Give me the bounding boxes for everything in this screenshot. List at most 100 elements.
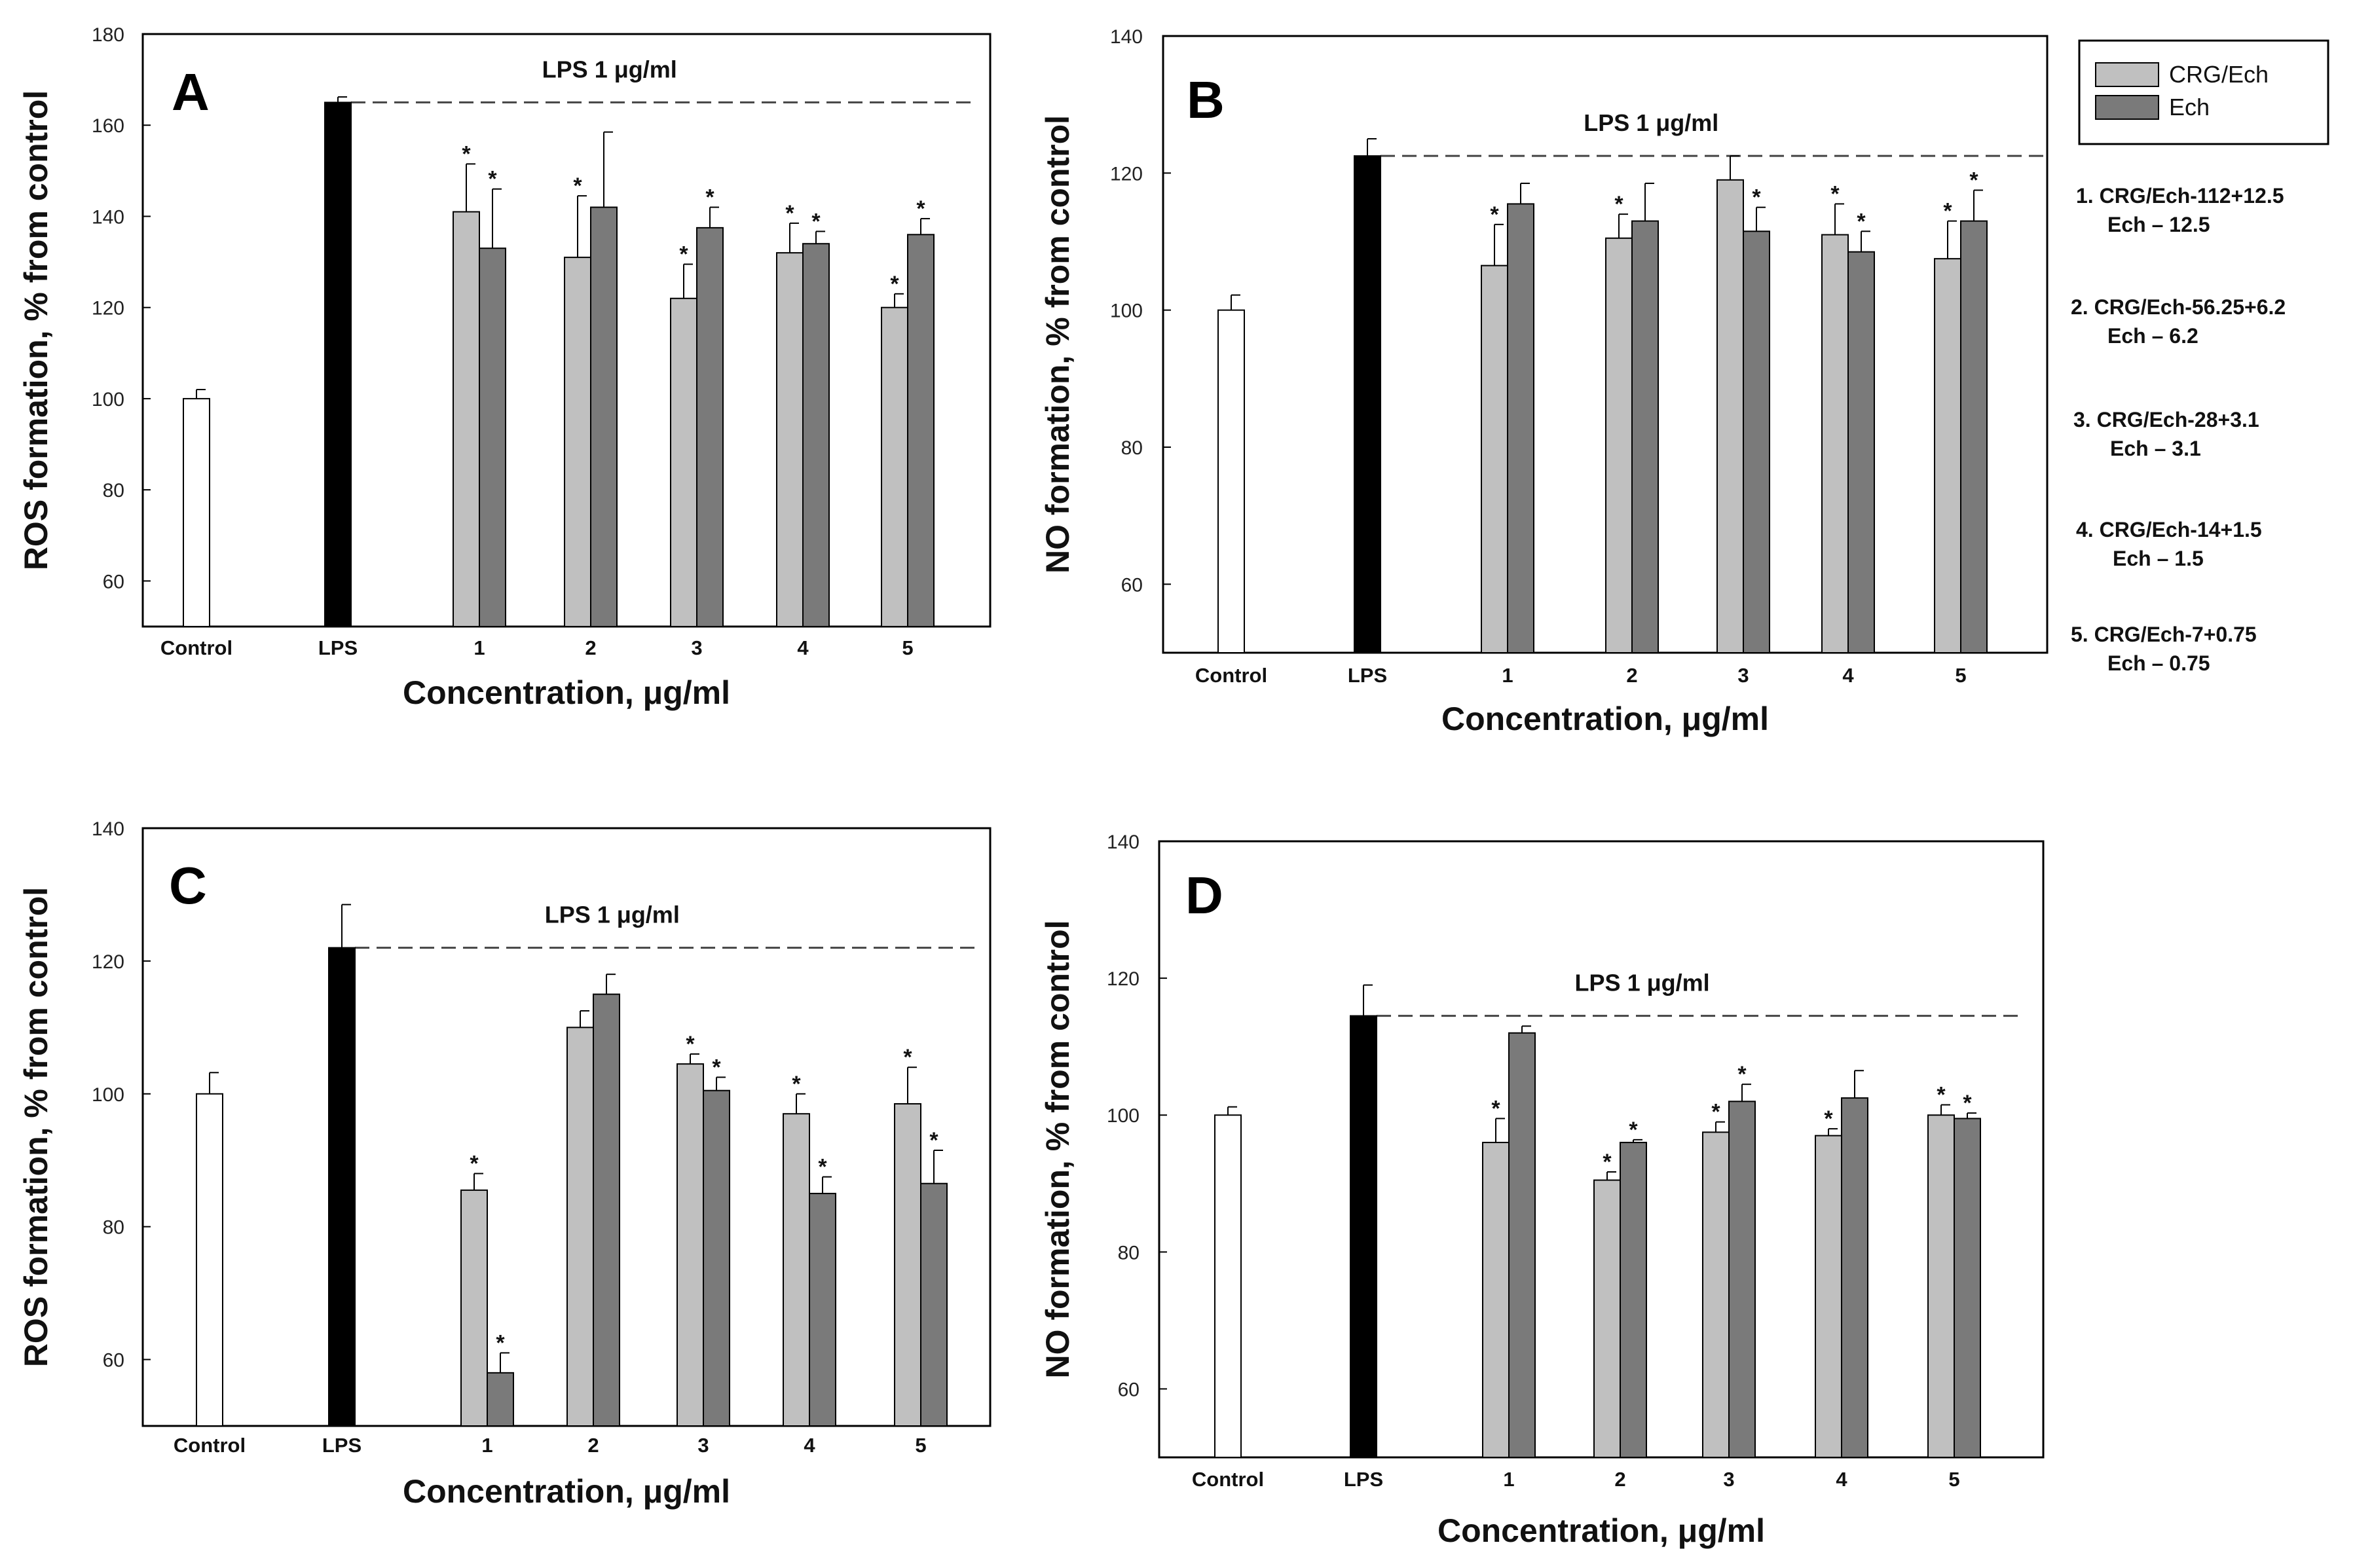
bar-ech-a-3 xyxy=(696,227,724,628)
panel-a: 60 80 100 120 140 160 180 ROS formation, % from… xyxy=(18,24,992,711)
x-label-control-d: Control xyxy=(1192,1468,1264,1491)
y-tick-label-c-4: 140 xyxy=(92,818,124,840)
sig-star-ech-c-3: * xyxy=(712,1055,721,1080)
y-tick-label-c-2: 100 xyxy=(92,1084,124,1106)
bar-ech-a-1 xyxy=(479,247,506,627)
y-tick-label-b-4: 140 xyxy=(1110,26,1143,48)
x-label-d-2: 2 xyxy=(1614,1468,1625,1491)
sig-star-ech-d-5: * xyxy=(1963,1091,1972,1116)
sig-star-ech-a-1: * xyxy=(488,167,497,192)
note-5-line1: 5. CRG/Ech-7+0.75 xyxy=(2071,623,2257,646)
y-axis-title-a: ROS formation, % from control xyxy=(18,90,54,570)
x-label-b-4: 4 xyxy=(1842,664,1854,687)
lps-reference-label-b: LPS 1 μg/ml xyxy=(1584,109,1718,136)
sig-star-crg-a-4: * xyxy=(785,201,794,226)
sig-star-ech-d-3: * xyxy=(1737,1062,1747,1087)
x-axis-title-b: Concentration, μg/ml xyxy=(1441,701,1769,737)
bar-crg-a-5 xyxy=(881,306,908,627)
bar-crg-b-4 xyxy=(1821,234,1849,653)
y-tick-label-a-1: 80 xyxy=(103,480,124,501)
bar-ech-c-3 xyxy=(703,1089,730,1427)
sig-star-crg-b-1: * xyxy=(1490,202,1499,227)
bar-ech-c-2 xyxy=(593,993,620,1427)
x-label-c-4: 4 xyxy=(804,1434,815,1457)
x-label-d-1: 1 xyxy=(1503,1468,1514,1491)
bar-crg-a-4 xyxy=(776,252,804,627)
bar-ech-d-2 xyxy=(1620,1142,1647,1458)
y-tick-label-c-3: 120 xyxy=(92,951,124,973)
x-label-lps-d: LPS xyxy=(1344,1468,1383,1491)
x-label-control-a: Control xyxy=(160,636,232,659)
sig-star-crg-c-4: * xyxy=(792,1072,801,1097)
sig-star-ech-c-1: * xyxy=(496,1330,505,1355)
y-tick-label-a-3: 120 xyxy=(92,298,124,319)
y-tick-label-c-1: 80 xyxy=(103,1217,124,1239)
sig-star-ech-b-4: * xyxy=(1857,209,1866,234)
legend-label-crg: CRG/Ech xyxy=(2169,61,2269,88)
x-axis-title-a: Concentration, μg/ml xyxy=(403,674,730,711)
sig-star-crg-c-3: * xyxy=(686,1032,695,1057)
y-tick-label-b-3: 120 xyxy=(1110,163,1143,185)
sig-star-ech-a-3: * xyxy=(705,185,714,210)
y-axis-title-d: NO formation, % from control xyxy=(1039,921,1076,1379)
bar-lps-b xyxy=(1354,155,1381,653)
bar-ech-a-2 xyxy=(590,206,618,627)
sig-star-crg-d-1: * xyxy=(1491,1096,1500,1121)
x-label-b-5: 5 xyxy=(1955,664,1966,687)
legend-swatch-ech xyxy=(2095,95,2159,120)
concentration-notes: 1. CRG/Ech-112+12.5 Ech – 12.5 2. CRG/Ec… xyxy=(2071,184,2286,675)
note-4-line1: 4. CRG/Ech-14+1.5 xyxy=(2076,518,2262,541)
y-tick-label-d-4: 140 xyxy=(1107,831,1140,853)
note-2-line1: 2. CRG/Ech-56.25+6.2 xyxy=(2071,295,2286,319)
bar-ech-d-1 xyxy=(1508,1032,1536,1459)
x-label-control-c: Control xyxy=(174,1434,246,1457)
bar-ech-d-4 xyxy=(1841,1097,1868,1459)
bar-lps-c xyxy=(328,947,356,1427)
sig-star-crg-d-2: * xyxy=(1603,1150,1612,1175)
sig-star-ech-b-3: * xyxy=(1752,185,1761,210)
y-tick-label-a-5: 160 xyxy=(92,115,124,137)
y-axis-title-b: NO formation, % from control xyxy=(1039,115,1076,574)
bar-ech-a-5 xyxy=(907,234,935,627)
x-axis-title-c: Concentration, μg/ml xyxy=(403,1473,730,1510)
y-tick-label-a-0: 60 xyxy=(103,571,124,593)
sig-star-crg-b-4: * xyxy=(1830,181,1840,206)
sig-star-ech-b-5: * xyxy=(1969,168,1978,193)
bar-crg-d-3 xyxy=(1702,1131,1730,1458)
sig-star-ech-d-2: * xyxy=(1629,1118,1638,1142)
sig-star-crg-a-2: * xyxy=(573,173,582,198)
y-tick-label-a-6: 180 xyxy=(92,24,124,46)
bar-crg-b-3 xyxy=(1716,179,1744,653)
bar-crg-d-2 xyxy=(1593,1179,1621,1459)
lps-reference-label-a: LPS 1 μg/ml xyxy=(542,56,677,82)
x-label-d-4: 4 xyxy=(1836,1468,1847,1491)
sig-star-ech-c-5: * xyxy=(929,1128,938,1153)
panel-letter-c: C xyxy=(169,856,207,915)
bar-crg-c-5 xyxy=(894,1103,921,1427)
y-tick-label-d-1: 80 xyxy=(1118,1242,1140,1264)
bar-ech-b-2 xyxy=(1631,220,1659,654)
note-4-line2: Ech – 1.5 xyxy=(2113,547,2204,570)
bar-crg-a-3 xyxy=(670,297,697,627)
y-tick-label-a-4: 140 xyxy=(92,206,124,228)
bar-control-d xyxy=(1214,1114,1242,1458)
bar-ech-c-4 xyxy=(809,1192,836,1427)
x-label-a-3: 3 xyxy=(691,636,702,659)
bar-crg-b-1 xyxy=(1481,264,1508,653)
sig-star-crg-d-3: * xyxy=(1711,1100,1720,1125)
note-1-line1: 1. CRG/Ech-112+12.5 xyxy=(2076,184,2284,208)
bar-control-c xyxy=(196,1093,223,1427)
x-label-c-1: 1 xyxy=(481,1434,492,1457)
x-label-b-2: 2 xyxy=(1626,664,1637,687)
note-1-line2: Ech – 12.5 xyxy=(2107,213,2210,236)
bar-crg-d-1 xyxy=(1482,1142,1510,1458)
bar-crg-a-2 xyxy=(564,257,591,628)
panel-letter-b: B xyxy=(1187,71,1225,129)
bar-ech-c-1 xyxy=(487,1372,514,1427)
note-3-line2: Ech – 3.1 xyxy=(2110,437,2201,460)
x-label-a-5: 5 xyxy=(902,636,913,659)
bar-crg-c-1 xyxy=(460,1189,488,1427)
sig-star-ech-a-5: * xyxy=(916,196,925,221)
lps-reference-label-d: LPS 1 μg/ml xyxy=(1575,970,1710,996)
